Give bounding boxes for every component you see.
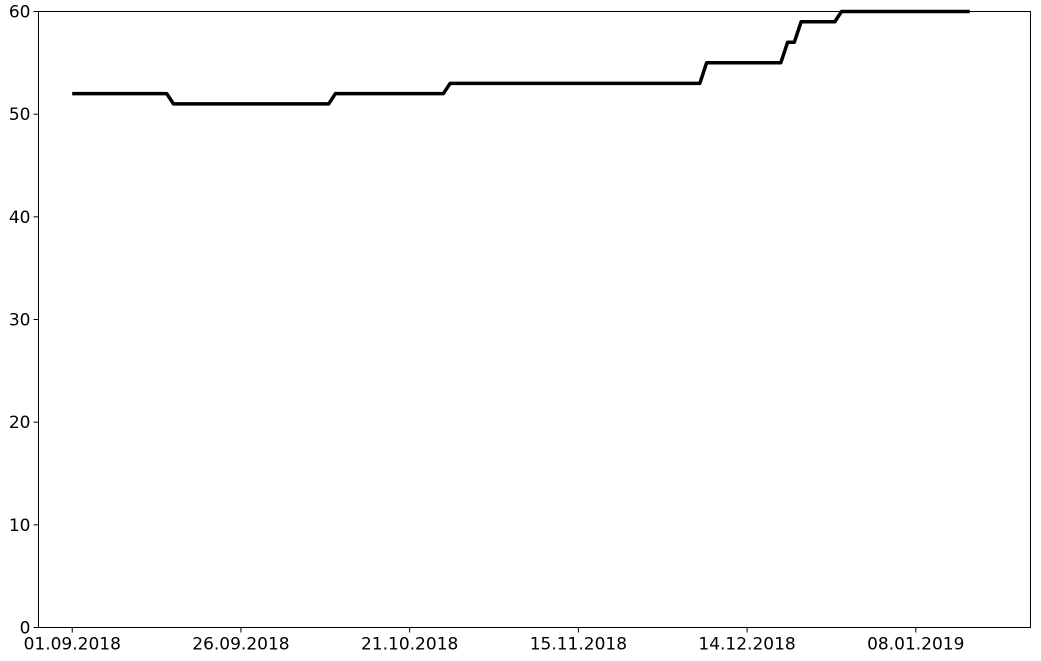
x-tick-label: 01.09.2018 — [24, 635, 121, 655]
x-axis: 01.09.2018 26.09.2018 21.10.2018 15.11.2018… — [24, 627, 964, 655]
y-tick-label: 40 — [9, 208, 31, 228]
y-tick-label: 60 — [9, 3, 31, 23]
x-tick-label: 14.12.2018 — [698, 635, 795, 655]
x-tick-label: 08.01.2019 — [867, 635, 964, 655]
y-tick-label: 30 — [9, 311, 31, 331]
y-tick-label: 20 — [9, 413, 31, 433]
series-line — [72, 9, 970, 106]
y-axis: 0 10 20 30 40 50 60 — [9, 3, 39, 639]
y-tick-label: 10 — [9, 516, 31, 536]
x-tick-label: 15.11.2018 — [530, 635, 627, 655]
y-tick-label: 50 — [9, 105, 31, 125]
x-tick-label: 26.09.2018 — [192, 635, 289, 655]
y-tick-label: 0 — [20, 619, 31, 639]
series-layer — [72, 9, 970, 106]
x-tick-label: 21.10.2018 — [361, 635, 458, 655]
